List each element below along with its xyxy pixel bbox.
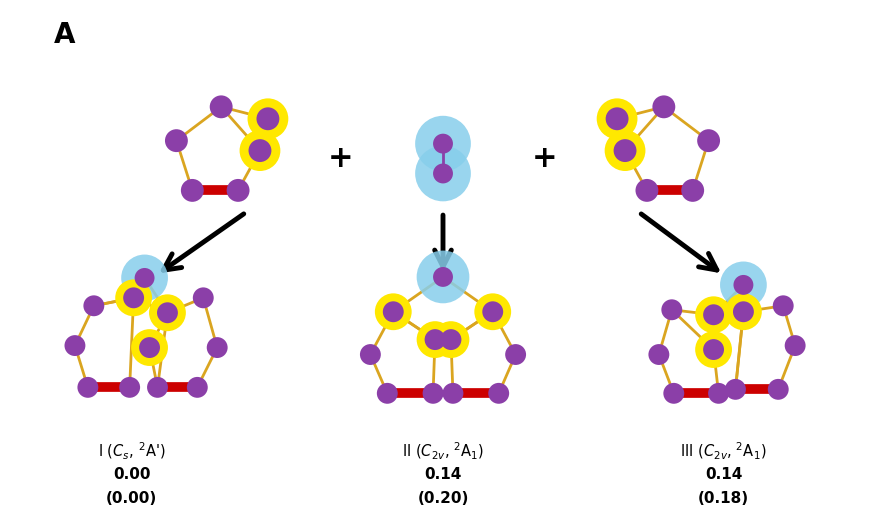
Circle shape xyxy=(695,296,731,333)
Circle shape xyxy=(724,293,761,330)
Circle shape xyxy=(487,383,509,404)
Circle shape xyxy=(703,339,723,360)
Circle shape xyxy=(634,179,657,202)
Circle shape xyxy=(77,377,98,398)
Circle shape xyxy=(648,344,669,365)
Text: II ($\mathit{C}_{2v}$, $^2$A$_1$): II ($\mathit{C}_{2v}$, $^2$A$_1$) xyxy=(401,440,484,462)
Circle shape xyxy=(482,302,502,322)
Circle shape xyxy=(604,130,645,171)
Circle shape xyxy=(123,287,144,308)
Text: (0.00): (0.00) xyxy=(106,491,157,506)
Circle shape xyxy=(181,179,204,202)
Circle shape xyxy=(432,164,453,183)
Text: 0.14: 0.14 xyxy=(704,467,742,482)
Circle shape xyxy=(784,335,804,356)
Circle shape xyxy=(661,299,681,320)
Circle shape xyxy=(165,129,188,152)
Circle shape xyxy=(652,95,674,118)
Circle shape xyxy=(416,321,453,358)
Circle shape xyxy=(192,287,214,308)
Circle shape xyxy=(505,344,525,365)
Text: III ($\mathit{C}_{2v}$, $^2$A$_1$): III ($\mathit{C}_{2v}$, $^2$A$_1$) xyxy=(680,440,766,462)
Circle shape xyxy=(135,268,154,288)
Circle shape xyxy=(415,146,470,201)
Circle shape xyxy=(432,134,453,154)
Text: 0.00: 0.00 xyxy=(113,467,151,482)
Circle shape xyxy=(613,139,636,162)
Circle shape xyxy=(119,377,140,398)
Circle shape xyxy=(239,130,280,171)
Circle shape xyxy=(247,99,288,139)
Circle shape xyxy=(422,383,443,404)
Circle shape xyxy=(256,108,279,130)
Circle shape xyxy=(139,337,159,358)
Circle shape xyxy=(663,383,683,404)
Circle shape xyxy=(772,295,793,316)
Circle shape xyxy=(377,383,397,404)
Circle shape xyxy=(121,254,167,302)
Circle shape xyxy=(767,379,788,400)
Circle shape xyxy=(732,302,753,322)
Circle shape xyxy=(596,99,637,139)
Text: +: + xyxy=(327,144,353,173)
Circle shape xyxy=(227,179,249,202)
Circle shape xyxy=(696,129,719,152)
Text: 0.14: 0.14 xyxy=(424,467,462,482)
Circle shape xyxy=(360,344,380,365)
Circle shape xyxy=(383,302,403,322)
Circle shape xyxy=(695,331,731,368)
Circle shape xyxy=(605,108,628,130)
Circle shape xyxy=(206,337,228,358)
Circle shape xyxy=(115,279,152,316)
Circle shape xyxy=(248,139,271,162)
Circle shape xyxy=(432,267,453,287)
Circle shape xyxy=(440,329,461,350)
Text: (0.20): (0.20) xyxy=(416,491,468,506)
Text: I ($\mathit{C}_s$, $^2$A'): I ($\mathit{C}_s$, $^2$A') xyxy=(97,440,165,462)
Circle shape xyxy=(149,294,186,331)
Circle shape xyxy=(209,95,232,118)
Circle shape xyxy=(187,377,207,398)
Circle shape xyxy=(65,335,85,356)
Circle shape xyxy=(707,383,728,404)
Circle shape xyxy=(733,275,752,295)
Circle shape xyxy=(442,383,462,404)
Circle shape xyxy=(703,304,723,325)
Text: +: + xyxy=(531,144,556,173)
Circle shape xyxy=(474,293,510,330)
Circle shape xyxy=(415,116,470,172)
Circle shape xyxy=(724,379,745,400)
Text: A: A xyxy=(54,21,75,49)
Circle shape xyxy=(719,261,766,308)
Circle shape xyxy=(432,321,469,358)
Circle shape xyxy=(131,329,167,366)
Text: (0.18): (0.18) xyxy=(697,491,749,506)
Circle shape xyxy=(416,251,469,303)
Circle shape xyxy=(147,377,167,398)
Circle shape xyxy=(375,293,411,330)
Circle shape xyxy=(424,329,445,350)
Circle shape xyxy=(157,302,178,323)
Circle shape xyxy=(680,179,703,202)
Circle shape xyxy=(83,295,105,316)
